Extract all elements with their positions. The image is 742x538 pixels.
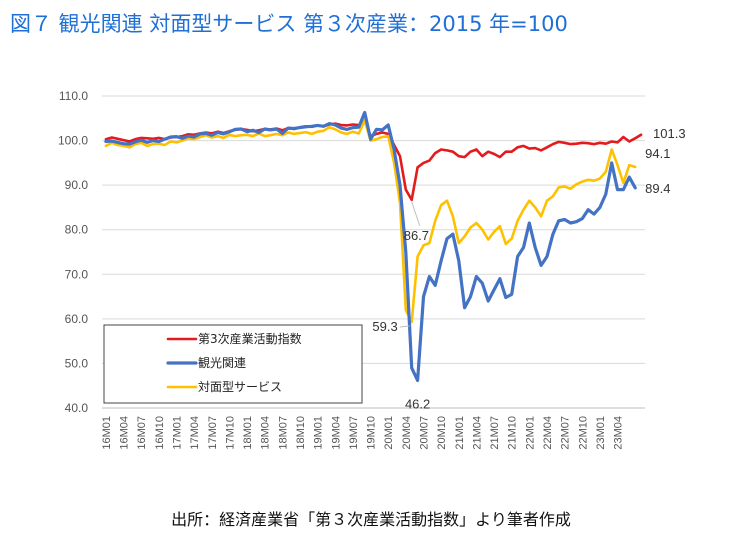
- figure-title: 図７ 観光関連 対面型サービス 第３次産業：2015 年=100: [10, 12, 568, 36]
- x-tick-label: 17M04: [189, 416, 201, 450]
- data-label: 86.7: [404, 228, 429, 243]
- data-label: 59.3: [372, 319, 397, 334]
- x-axis-ticks: 16M01 16M04 16M07 16M10 17M01 17M04 17M07 17M10…: [101, 416, 625, 450]
- x-tick-label: 19M07: [348, 416, 360, 450]
- x-tick-label: 20M10: [436, 416, 448, 450]
- x-tick-label: 18M10: [295, 416, 307, 450]
- data-label: 101.3: [653, 126, 686, 141]
- annotation-leader: [399, 325, 410, 328]
- data-label: 89.4: [645, 181, 670, 196]
- x-tick-label: 19M01: [313, 416, 325, 450]
- legend-label: 観光関連: [198, 356, 246, 370]
- data-label: 46.2: [405, 396, 430, 411]
- x-tick-label: 18M04: [260, 416, 272, 450]
- x-tick-label: 16M07: [136, 416, 148, 450]
- x-tick-label: 21M04: [471, 416, 483, 450]
- x-tick-label: 22M04: [542, 416, 554, 450]
- x-tick-label: 20M07: [418, 416, 430, 450]
- x-tick-label: 16M10: [154, 416, 166, 450]
- x-tick-label: 21M10: [507, 416, 519, 450]
- x-tick-label: 23M01: [595, 416, 607, 450]
- legend-label: 第3次産業活動指数: [198, 331, 302, 346]
- x-tick-label: 23M04: [613, 416, 625, 450]
- legend-label: 対面型サービス: [198, 380, 282, 394]
- annotations: 101.3 94.1 89.4 86.7 59.3 46.2: [372, 126, 685, 412]
- series-line: [104, 110, 637, 382]
- x-tick-label: 16M01: [101, 416, 113, 450]
- x-tick-label: 22M07: [560, 416, 572, 450]
- x-tick-label: 17M07: [207, 416, 219, 450]
- series-lines: [104, 110, 643, 382]
- x-tick-label: 20M01: [383, 416, 395, 450]
- x-tick-label: 17M10: [224, 416, 236, 450]
- x-tick-label: 18M07: [277, 416, 289, 450]
- y-tick-label: 100.0: [58, 134, 88, 148]
- annotation-leader: [411, 201, 421, 227]
- y-tick-label: 90.0: [65, 178, 89, 192]
- x-tick-label: 20M04: [401, 416, 413, 450]
- x-tick-label: 18M01: [242, 416, 254, 450]
- x-tick-label: 22M10: [577, 416, 589, 450]
- x-tick-label: 19M04: [330, 416, 342, 450]
- x-tick-label: 22M01: [524, 416, 536, 450]
- x-tick-label: 16M04: [119, 416, 131, 450]
- data-label: 94.1: [645, 146, 670, 161]
- x-tick-label: 21M07: [489, 416, 501, 450]
- x-tick-label: 21M01: [454, 416, 466, 450]
- y-tick-label: 50.0: [65, 356, 89, 370]
- y-tick-label: 80.0: [65, 223, 89, 237]
- y-axis-ticks: 40.0 50.0 60.0 70.0 80.0 90.0 100.0 110.0: [58, 89, 88, 415]
- legend-box: [103, 324, 363, 404]
- y-tick-label: 110.0: [59, 89, 88, 103]
- x-tick-label: 19M10: [366, 416, 378, 450]
- y-tick-label: 70.0: [65, 267, 89, 281]
- y-tick-label: 60.0: [65, 312, 89, 326]
- x-tick-label: 17M01: [172, 416, 184, 450]
- source-note: 出所：経済産業省「第３次産業活動指数」より筆者作成: [171, 510, 571, 529]
- y-tick-label: 40.0: [65, 401, 89, 415]
